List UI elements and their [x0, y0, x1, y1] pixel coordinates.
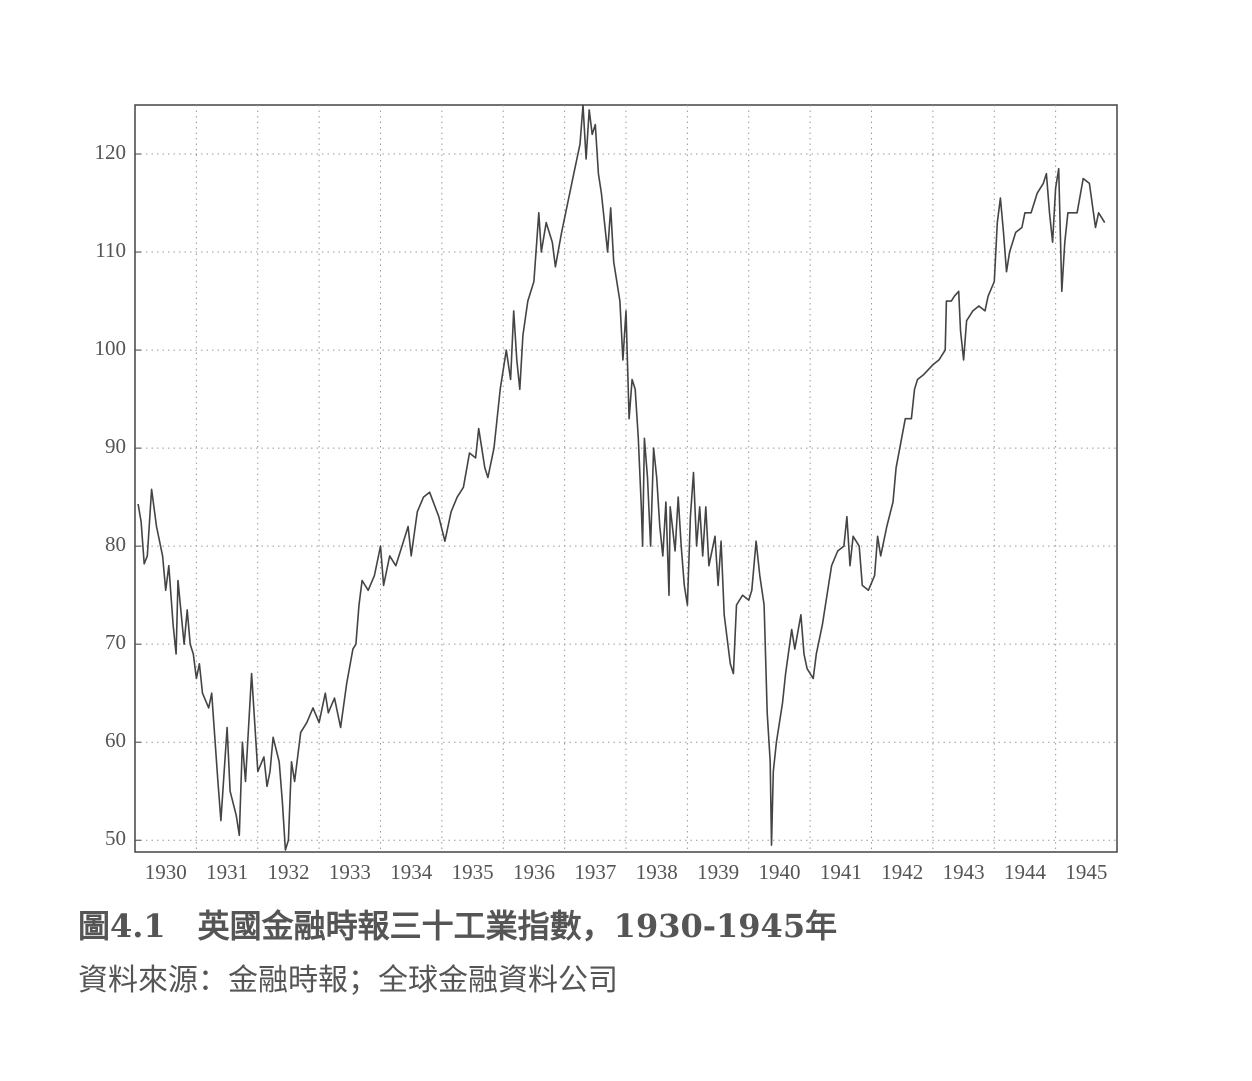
x-tick-label: 1934 — [390, 860, 433, 884]
x-tick-label: 1935 — [452, 860, 494, 884]
y-tick-label: 60 — [105, 728, 126, 752]
plot-frame — [134, 104, 1118, 853]
x-tick-label: 1944 — [1004, 860, 1047, 884]
chart-title: 圖4.1 英國金融時報三十工業指數，1930-1945年 — [78, 907, 837, 945]
y-tick-label: 110 — [95, 238, 126, 262]
x-tick-label: 1930 — [145, 860, 187, 884]
x-tick-label: 1942 — [881, 860, 923, 884]
x-tick-label: 1931 — [206, 860, 248, 884]
y-tick-label: 100 — [95, 336, 127, 360]
chart-subtitle: 資料來源：金融時報；全球金融資料公司 — [78, 963, 618, 998]
y-tick-label: 120 — [95, 140, 127, 164]
data-line — [137, 104, 1106, 851]
y-tick-label: 80 — [105, 532, 126, 556]
x-tick-label: 1945 — [1065, 860, 1107, 884]
y-tick-label: 90 — [105, 434, 126, 458]
y-tick-label: 50 — [105, 826, 126, 850]
x-tick-label: 1939 — [697, 860, 739, 884]
x-tick-label: 1943 — [943, 860, 985, 884]
x-tick-label: 1933 — [329, 860, 371, 884]
x-tick-label: 1940 — [758, 860, 800, 884]
x-tick-label: 1941 — [820, 860, 862, 884]
x-tick-label: 1938 — [636, 860, 678, 884]
y-tick-label: 70 — [105, 630, 126, 654]
x-tick-label: 1936 — [513, 860, 555, 884]
x-tick-label: 1932 — [267, 860, 309, 884]
x-tick-label: 1937 — [574, 860, 616, 884]
